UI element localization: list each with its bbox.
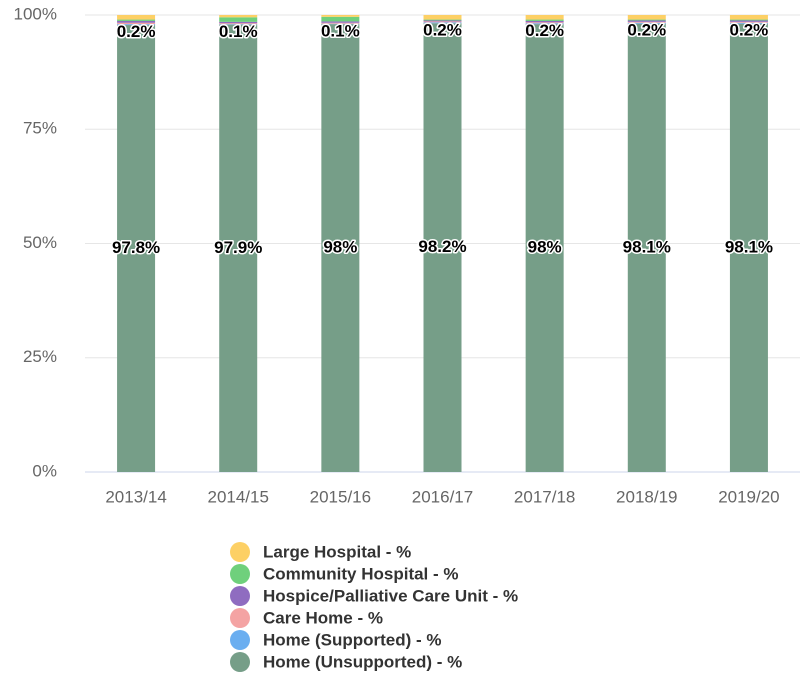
bar-segment [423,21,462,23]
y-tick-label: 100% [14,4,57,23]
bar-segment [117,20,156,23]
bar-segment [321,22,360,24]
bar-segment [525,22,564,24]
bar-segment [219,17,258,22]
legend-marker [230,608,250,628]
bar-segment [627,23,666,472]
legend-marker [230,652,250,672]
data-label: 0.2% [117,22,156,41]
bar-segment [117,24,156,26]
bar-segment [117,15,156,20]
data-label: 98.1% [725,237,773,256]
bar-segment [321,15,360,17]
legend-label: Home (Unsupported) - % [263,652,462,671]
data-label: 0.2% [423,20,462,39]
bar-segment [729,22,768,24]
bar-segment [627,21,666,23]
data-label: 98.2% [418,237,466,256]
x-tick-label: 2016/17 [412,487,473,506]
data-label: 0.2% [627,21,666,40]
bar-segment [525,20,564,23]
bar-segment [219,21,258,24]
data-label: 0.2% [525,21,564,40]
legend-label: Large Hospital - % [263,542,411,561]
legend-marker [230,542,250,562]
legend-marker [230,564,250,584]
bar-segment [117,25,156,472]
bar-segment [321,21,360,23]
bar-segment [423,20,462,22]
data-label: 97.9% [214,238,262,257]
bar-segment [423,15,462,20]
legend-label: Home (Supported) - % [263,630,442,649]
bar-segment [627,20,666,22]
x-tick-label: 2017/18 [514,487,575,506]
bar-segment [219,23,258,25]
legend-label: Hospice/Palliative Care Unit - % [263,586,518,605]
bar-segment [627,19,666,21]
data-label: 0.1% [219,22,258,41]
bar-segment [423,23,462,472]
bar-segment [321,16,360,22]
data-label: 0.1% [321,21,360,40]
y-tick-label: 75% [23,119,57,138]
y-tick-label: 0% [32,461,57,480]
bar-segment [729,19,768,21]
bar-segment [525,23,564,25]
data-label: 0.2% [730,21,769,40]
bar-segment [423,22,462,24]
x-tick-label: 2019/20 [718,487,779,506]
x-tick-label: 2014/15 [207,487,268,506]
x-tick-label: 2015/16 [310,487,371,506]
bar-segment [729,15,768,20]
bar-segment [117,19,156,21]
bar-segment [729,21,768,23]
data-label: 98% [323,238,357,257]
data-label: 98.1% [623,237,671,256]
bar-segment [423,19,462,21]
bar-segment [525,15,564,20]
y-tick-label: 25% [23,347,57,366]
bar-segment [729,20,768,22]
legend-marker [230,586,250,606]
bar-segment [219,24,258,473]
data-label: 98% [528,238,562,257]
bar-segment [117,22,156,25]
y-tick-label: 50% [23,233,57,252]
bar-segment [219,15,258,18]
bar-segment [627,22,666,24]
legend-label: Care Home - % [263,608,383,627]
x-tick-label: 2018/19 [616,487,677,506]
bar-segment [321,24,360,472]
x-tick-label: 2013/14 [105,487,166,506]
bar-segment [525,19,564,21]
bar-segment [627,15,666,20]
legend-marker [230,630,250,650]
bar-segment [525,24,564,472]
legend-label: Community Hospital - % [263,564,459,583]
bar-segment [729,23,768,472]
data-label: 97.8% [112,238,160,257]
